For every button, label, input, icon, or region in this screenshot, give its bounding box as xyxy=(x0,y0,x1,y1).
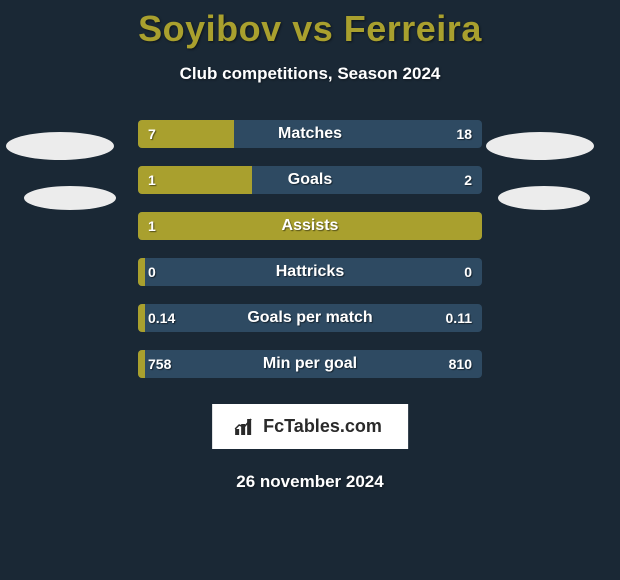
infographic-root: Soyibov vs Ferreira Club competitions, S… xyxy=(0,0,620,580)
subtitle: Club competitions, Season 2024 xyxy=(180,64,441,84)
page-title: Soyibov vs Ferreira xyxy=(138,8,482,50)
stat-value-left: 0 xyxy=(148,258,156,286)
player2-marker-top xyxy=(486,132,594,160)
stat-value-left: 1 xyxy=(148,212,156,240)
stat-label: Min per goal xyxy=(138,350,482,378)
player2-marker-bottom xyxy=(498,186,590,210)
stat-value-left: 758 xyxy=(148,350,171,378)
player1-marker-top xyxy=(6,132,114,160)
stat-row: 0Hattricks0 xyxy=(138,258,482,286)
player1-marker-bottom xyxy=(24,186,116,210)
comparison-bars: 7Matches18 1Goals2 1Assists 0Hattricks0 0.14… xyxy=(138,120,482,378)
stat-value-right: 0.11 xyxy=(446,304,472,332)
stat-value-left: 1 xyxy=(148,166,156,194)
brand-text: FcTables.com xyxy=(263,416,382,437)
stat-row: 7Matches18 xyxy=(138,120,482,148)
stat-fill-left xyxy=(138,304,145,332)
stat-row: 1Goals2 xyxy=(138,166,482,194)
brand-box: FcTables.com xyxy=(212,404,408,449)
stat-value-right: 2 xyxy=(464,166,472,194)
chart-icon xyxy=(234,417,256,437)
stat-row: 0.14Goals per match0.11 xyxy=(138,304,482,332)
stat-value-right: 810 xyxy=(449,350,472,378)
stat-value-right: 0 xyxy=(464,258,472,286)
stat-fill-left xyxy=(138,212,482,240)
vs-separator: vs xyxy=(292,8,333,49)
stat-value-left: 7 xyxy=(148,120,156,148)
chart-area: 7Matches18 1Goals2 1Assists 0Hattricks0 0.14… xyxy=(0,114,620,502)
stat-fill-left xyxy=(138,350,145,378)
stat-fill-left xyxy=(138,258,145,286)
player2-name: Ferreira xyxy=(344,8,482,49)
stat-value-left: 0.14 xyxy=(148,304,175,332)
stat-label: Goals per match xyxy=(138,304,482,332)
stat-row: 1Assists xyxy=(138,212,482,240)
stat-row: 758Min per goal810 xyxy=(138,350,482,378)
stat-value-right: 18 xyxy=(456,120,472,148)
player1-name: Soyibov xyxy=(138,8,282,49)
stat-label: Hattricks xyxy=(138,258,482,286)
date-line: 26 november 2024 xyxy=(0,472,620,492)
